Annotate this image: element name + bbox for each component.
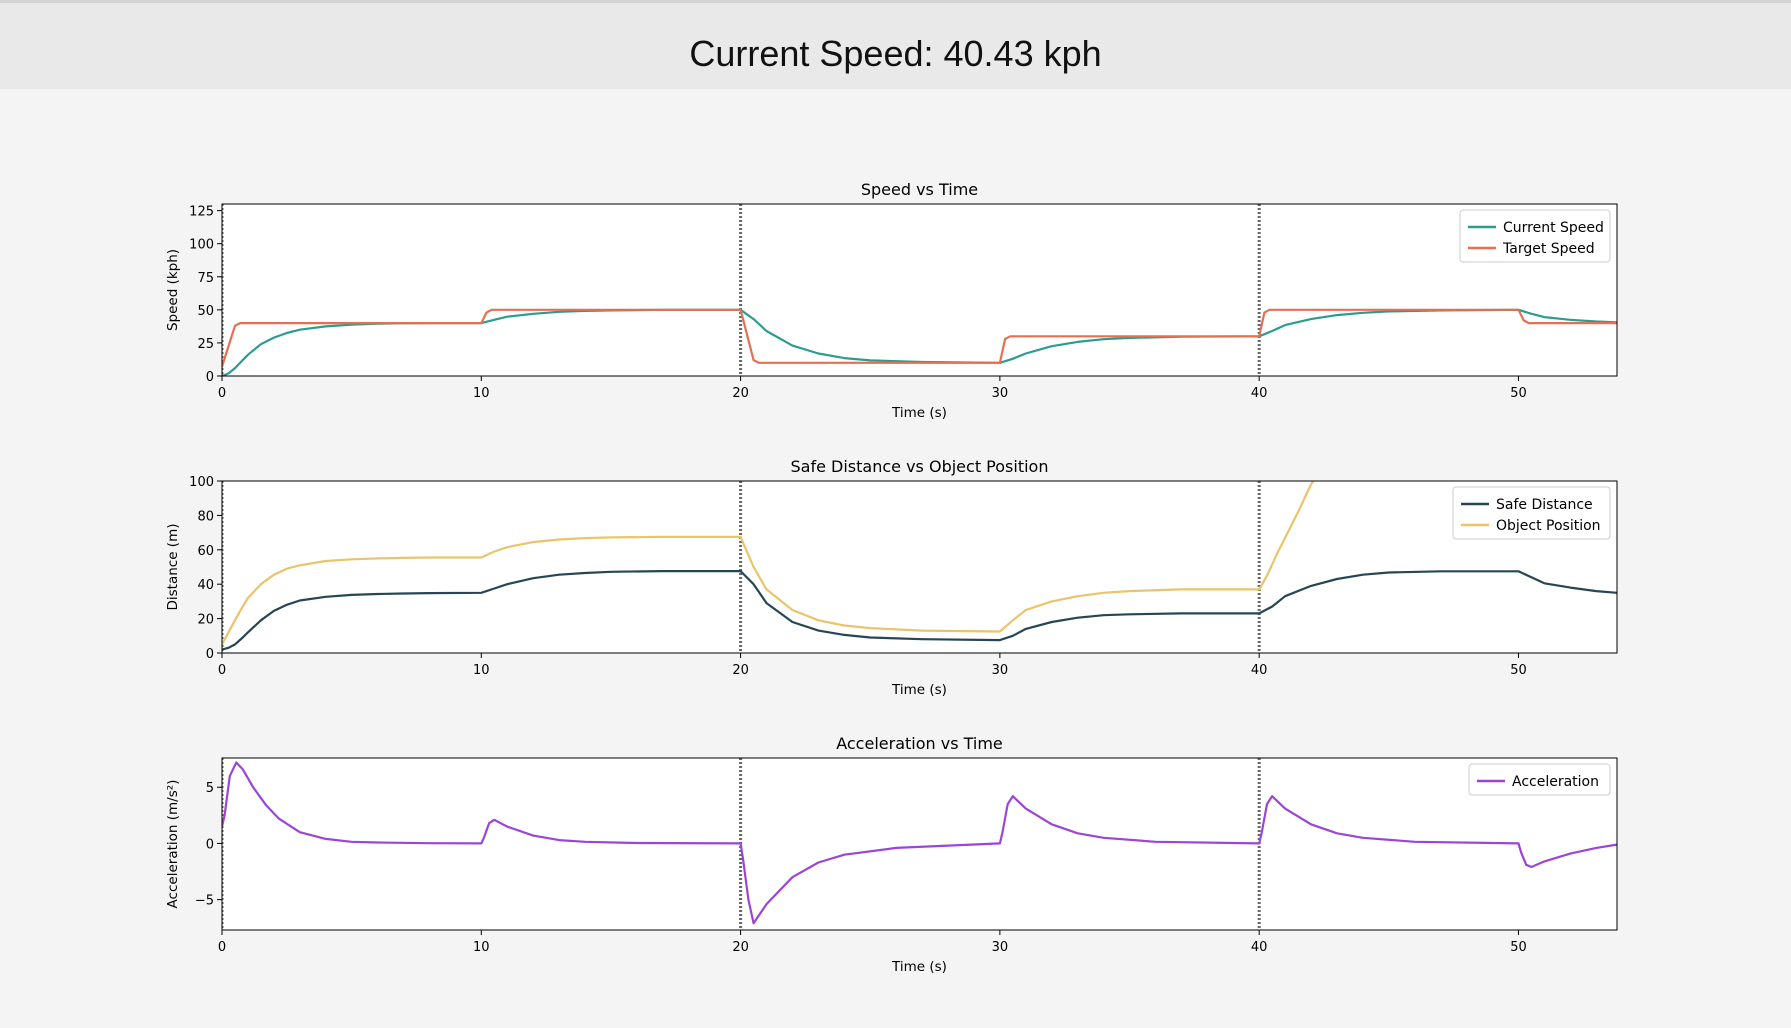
chart-2: Safe Distance vs Object Position 0 10 20 30 4… — [165, 457, 1618, 698]
x-tick-label: 40 — [1251, 940, 1268, 955]
y-tick-label: 75 — [197, 271, 214, 286]
y-axis-label: Acceleration (m/s²) — [165, 780, 181, 909]
chart-3: Acceleration vs Time 0 10 20 30 40 50 −5 0 5 Time … — [165, 734, 1618, 975]
legend-box — [1468, 763, 1611, 796]
x-tick-label: 0 — [218, 940, 226, 955]
chart-title: Safe Distance vs Object Position — [791, 457, 1049, 476]
x-tick-label: 30 — [992, 940, 1009, 955]
chart-title: Acceleration vs Time — [836, 734, 1003, 753]
legend-box — [1452, 486, 1611, 540]
y-tick-label: 0 — [206, 370, 214, 385]
y-tick-label: −5 — [195, 894, 214, 909]
y-tick-label: 100 — [189, 475, 214, 490]
y-tick-label: 40 — [197, 578, 214, 593]
y-tick-label: 25 — [197, 337, 214, 352]
y-tick-label: 100 — [189, 238, 214, 253]
y-tick-label: 60 — [197, 544, 214, 559]
plot-content — [222, 481, 1617, 653]
plot-frame — [221, 480, 1618, 654]
plot-frame — [221, 203, 1618, 377]
series-line-current-speed — [222, 308, 1617, 376]
x-tick-label: 50 — [1510, 386, 1527, 401]
x-axis-label: Time (s) — [891, 682, 947, 698]
x-tick-label: 20 — [732, 663, 749, 678]
x-tick-label: 40 — [1251, 386, 1268, 401]
chart-1: Speed vs Time 0 10 20 30 40 50 0 25 50 75 100 125 Tim… — [165, 180, 1618, 421]
series-line-safe-distance — [222, 569, 1617, 651]
y-tick-label: 0 — [206, 647, 214, 662]
x-axis-label: Time (s) — [891, 959, 947, 975]
x-tick-label: 10 — [473, 386, 490, 401]
x-tick-label: 20 — [732, 940, 749, 955]
plot-content — [222, 758, 1617, 930]
x-tick-label: 10 — [473, 940, 490, 955]
legend-box — [1459, 209, 1611, 263]
y-tick-label: 0 — [206, 837, 214, 852]
x-tick-label: 30 — [992, 663, 1009, 678]
legend: Acceleration — [1468, 763, 1611, 796]
y-tick-label: 20 — [197, 613, 214, 628]
series-line-target-speed — [222, 308, 1617, 368]
y-tick-label: 125 — [189, 205, 214, 220]
plot-area — [222, 204, 1617, 376]
y-tick-label: 50 — [197, 304, 214, 319]
x-tick-label: 0 — [218, 386, 226, 401]
x-tick-label: 30 — [992, 386, 1009, 401]
legend-label: Current Speed — [1503, 220, 1604, 236]
x-tick-label: 40 — [1251, 663, 1268, 678]
series-line-object-position — [222, 481, 1315, 645]
x-tick-label: 20 — [732, 386, 749, 401]
plot-frame — [221, 757, 1618, 931]
legend: Current Speed Target Speed — [1459, 209, 1611, 263]
x-tick-label: 50 — [1510, 940, 1527, 955]
header-bar: Current Speed: 40.43 kph — [0, 0, 1791, 89]
y-axis-label: Distance (m) — [165, 523, 181, 610]
x-tick-label: 50 — [1510, 663, 1527, 678]
y-tick-label: 5 — [206, 781, 214, 796]
legend-label: Acceleration — [1512, 774, 1599, 790]
current-speed-title: Current Speed: 40.43 kph — [689, 33, 1102, 74]
x-tick-label: 0 — [218, 663, 226, 678]
legend-label: Object Position — [1496, 518, 1601, 534]
series-line-acceleration — [222, 761, 1617, 925]
x-tick-label: 10 — [473, 663, 490, 678]
legend: Safe Distance Object Position — [1452, 486, 1611, 540]
legend-label: Safe Distance — [1496, 497, 1593, 513]
legend-label: Target Speed — [1502, 241, 1595, 257]
y-tick-label: 80 — [197, 509, 214, 524]
chart-title: Speed vs Time — [861, 180, 978, 199]
plot-area — [222, 481, 1617, 653]
y-axis-label: Speed (kph) — [165, 249, 181, 331]
plot-content — [222, 204, 1617, 376]
x-axis-label: Time (s) — [891, 405, 947, 421]
